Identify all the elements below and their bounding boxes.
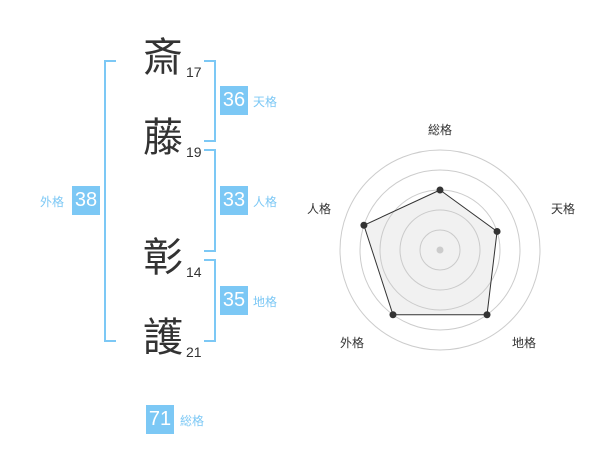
chikaku-bracket [204, 259, 216, 342]
soukaku-value: 71 [146, 405, 174, 434]
name-char-3: 彰 [143, 235, 183, 281]
name-char-2: 藤 [143, 115, 183, 161]
stroke-count-2: 19 [186, 144, 202, 160]
name-char-1: 斎 [143, 35, 183, 81]
radar-ring [339, 149, 541, 351]
axis-label-jinkaku: 人格 [307, 201, 331, 216]
jinkaku-value: 33 [220, 186, 248, 215]
jinkaku-label: 人格 [253, 195, 278, 209]
gaikaku-bracket [104, 60, 116, 342]
radar-point [493, 227, 501, 235]
radar-ring [359, 169, 521, 331]
axis-label-tenkaku: 天格 [551, 201, 575, 216]
axis-label-chikaku: 地格 [512, 335, 536, 350]
radar-ring [419, 229, 461, 271]
axis-label-gaikaku: 外格 [340, 335, 364, 350]
stroke-count-1: 17 [186, 64, 202, 80]
radar-point [483, 311, 491, 319]
chikaku-label: 地格 [253, 295, 278, 309]
tenkaku-bracket [204, 60, 216, 142]
chikaku-value: 35 [220, 286, 248, 315]
gaikaku-label: 外格 [40, 195, 65, 209]
name-char-4: 護 [143, 315, 183, 361]
jinkaku-bracket [204, 149, 216, 252]
radar-ring [399, 209, 481, 291]
radar-point [436, 186, 444, 194]
axis-label-soukaku: 総格 [428, 122, 452, 137]
stroke-count-3: 14 [186, 264, 202, 280]
stroke-count-4: 21 [186, 344, 202, 360]
radar-point [360, 221, 368, 229]
radar-area [363, 189, 498, 316]
gaikaku-value: 38 [72, 186, 100, 215]
radar-point [389, 311, 397, 319]
soukaku-label: 総格 [180, 414, 205, 428]
tenkaku-label: 天格 [253, 95, 278, 109]
tenkaku-value: 36 [220, 86, 248, 115]
radar-center [436, 246, 444, 254]
